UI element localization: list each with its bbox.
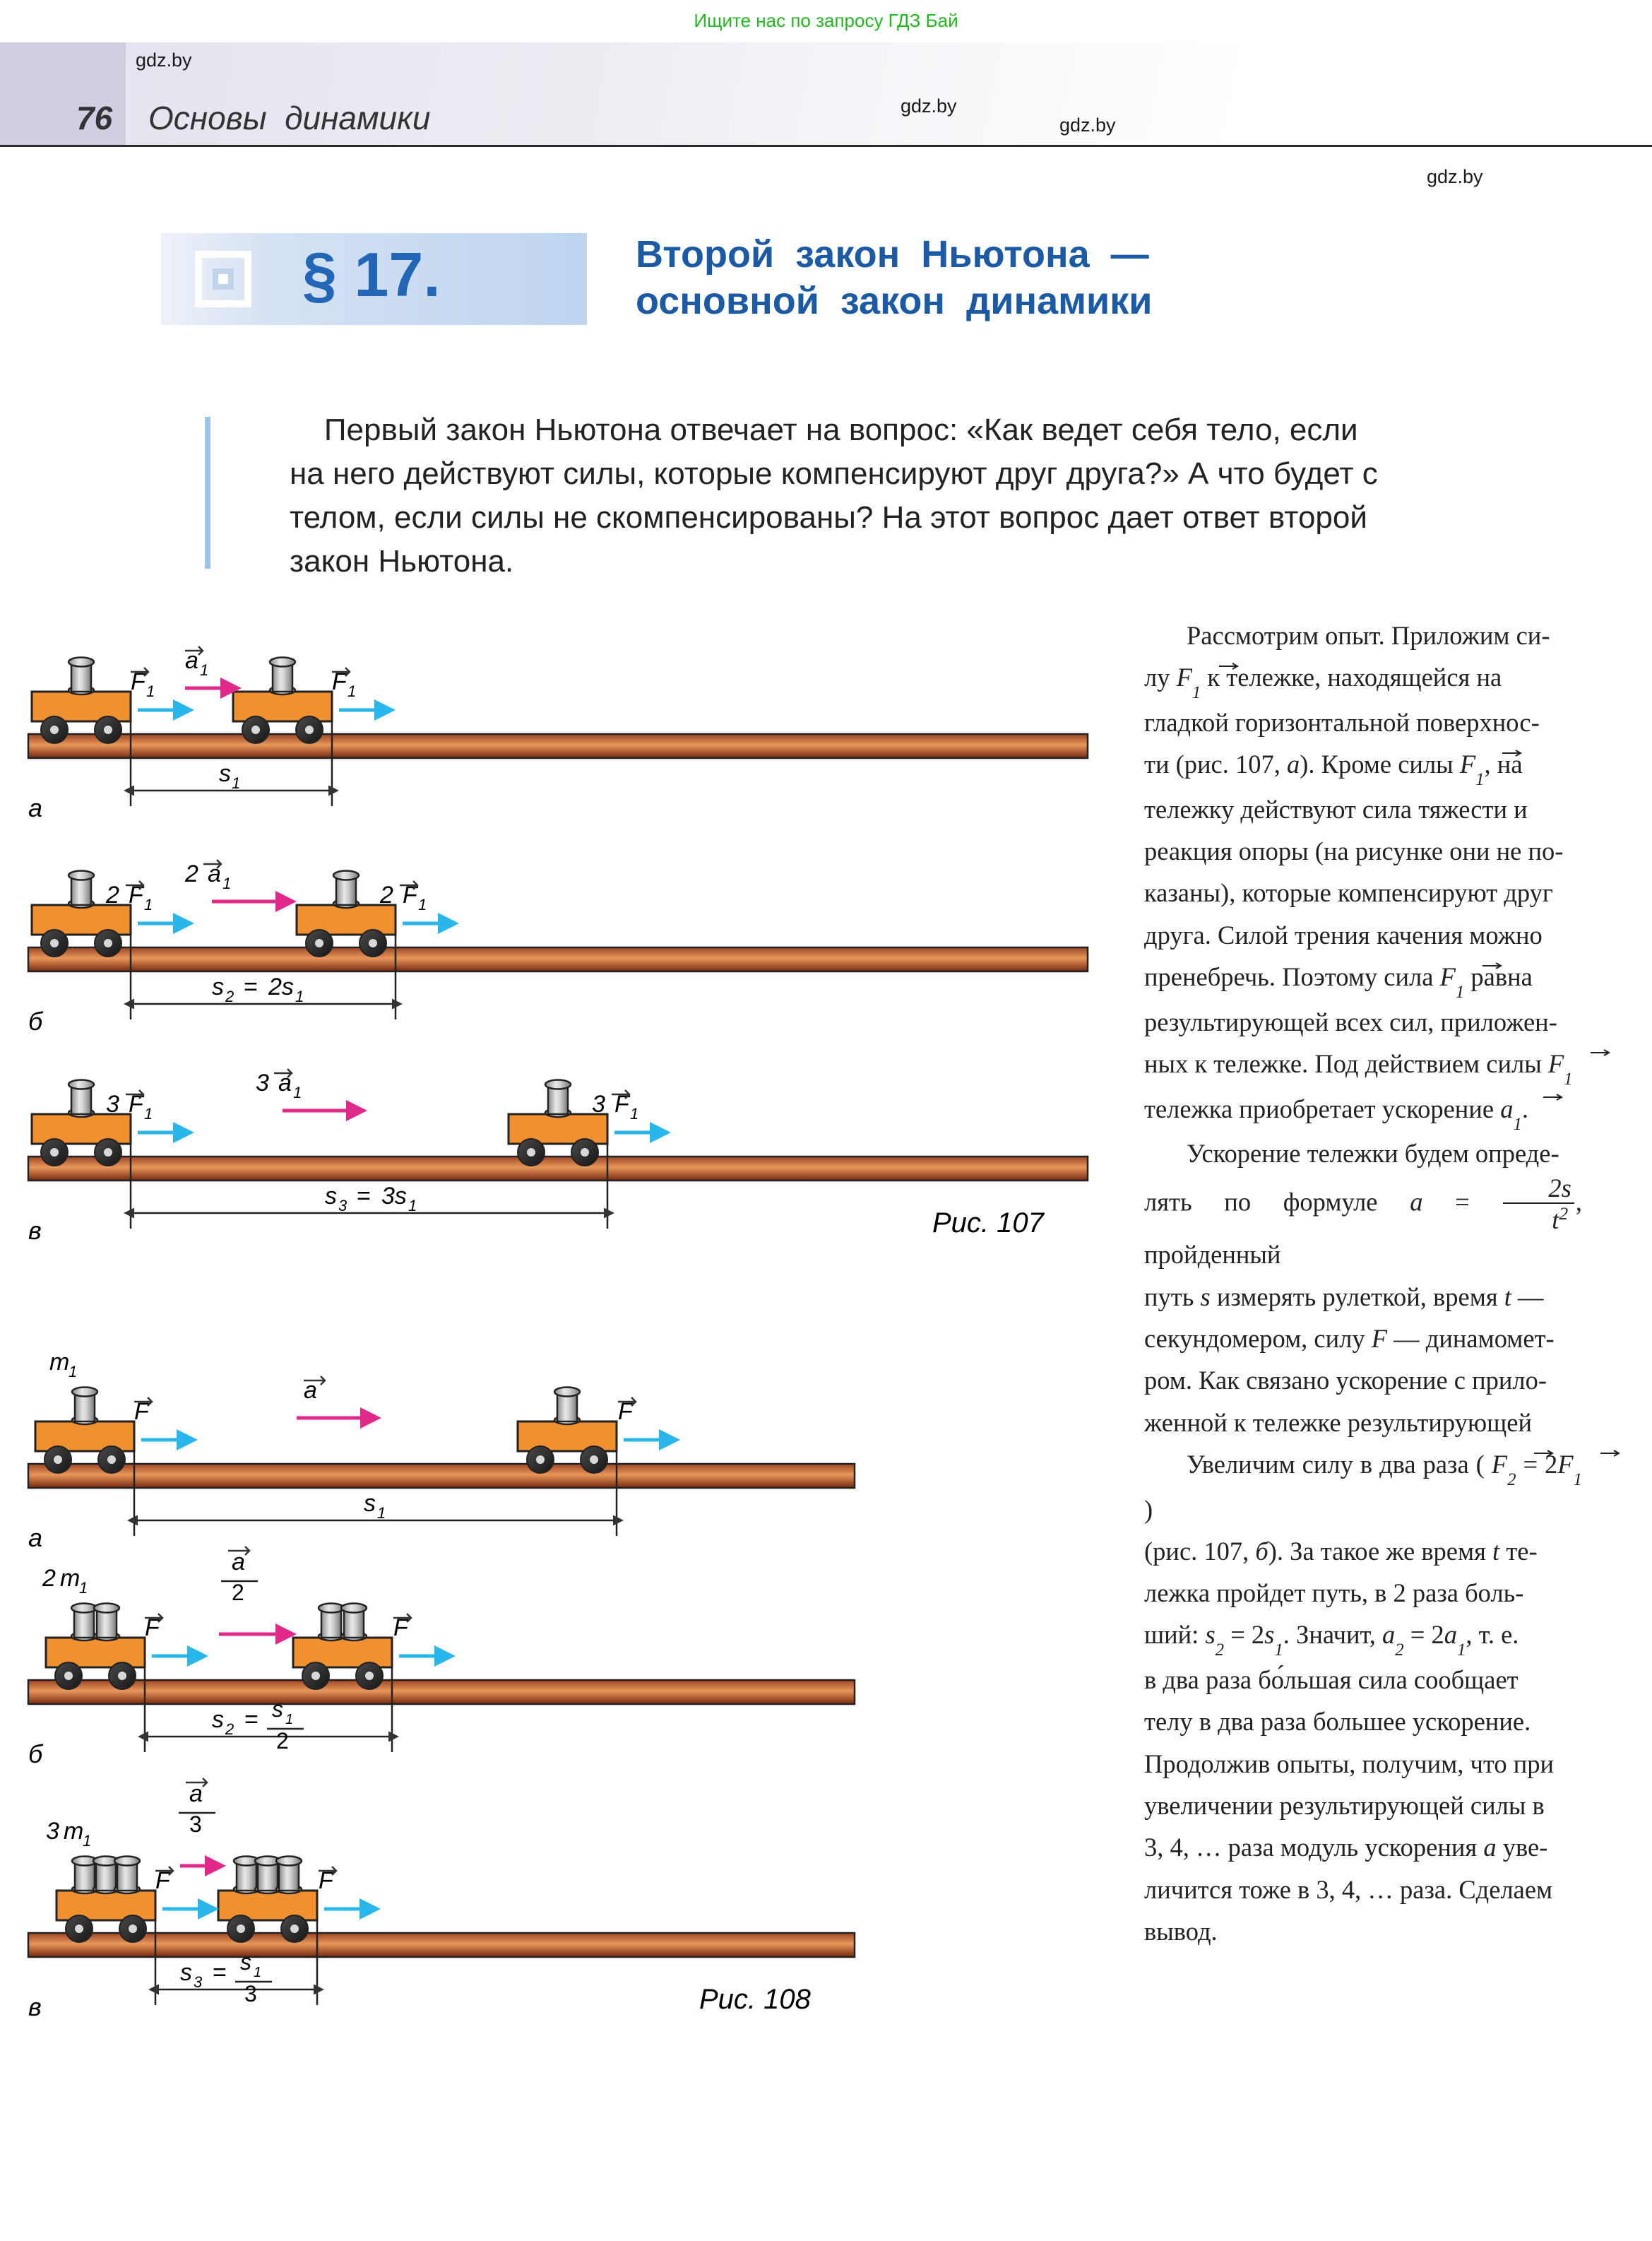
svg-text:2s: 2s xyxy=(268,974,294,1000)
svg-text:=: = xyxy=(244,974,258,1000)
svg-text:2: 2 xyxy=(42,1565,56,1592)
svg-text:3: 3 xyxy=(592,1091,605,1118)
svg-text:s: s xyxy=(272,1696,283,1722)
svg-text:в: в xyxy=(28,1992,42,2021)
svg-text:2: 2 xyxy=(184,861,198,887)
svg-text:3: 3 xyxy=(106,1091,119,1118)
svg-text:s: s xyxy=(219,760,231,787)
svg-text:1: 1 xyxy=(285,1712,293,1727)
svg-text:2: 2 xyxy=(105,882,119,909)
svg-text:1: 1 xyxy=(293,1084,302,1101)
svg-text:3: 3 xyxy=(244,1981,257,2006)
svg-text:1: 1 xyxy=(232,774,240,792)
svg-text:a: a xyxy=(28,793,42,822)
svg-text:б: б xyxy=(28,1007,44,1036)
svg-text:s: s xyxy=(212,1706,224,1733)
svg-text:1: 1 xyxy=(144,1105,153,1123)
svg-text:a: a xyxy=(232,1549,245,1575)
svg-text:m: m xyxy=(60,1565,80,1592)
svg-text:1: 1 xyxy=(408,1197,417,1214)
svg-text:1: 1 xyxy=(377,1504,386,1522)
svg-text:1: 1 xyxy=(83,1832,91,1850)
svg-text:1: 1 xyxy=(254,1965,261,1980)
svg-text:1: 1 xyxy=(347,682,356,700)
svg-text:3: 3 xyxy=(256,1070,269,1096)
svg-text:1: 1 xyxy=(146,682,155,700)
svg-text:1: 1 xyxy=(222,875,231,892)
svg-text:s: s xyxy=(212,974,224,1000)
svg-text:2: 2 xyxy=(379,882,393,909)
svg-text:=: = xyxy=(213,1959,227,1986)
svg-text:1: 1 xyxy=(144,896,153,913)
svg-text:в: в xyxy=(28,1216,42,1245)
svg-text:3s: 3s xyxy=(381,1183,407,1210)
svg-text:m: m xyxy=(49,1349,69,1376)
svg-text:a: a xyxy=(189,1780,203,1807)
svg-text:2: 2 xyxy=(225,1720,234,1738)
svg-text:=: = xyxy=(244,1706,259,1733)
svg-text:=: = xyxy=(357,1183,371,1210)
svg-text:s: s xyxy=(364,1490,376,1517)
svg-text:Рис. 108: Рис. 108 xyxy=(699,1984,812,2015)
svg-text:Рис. 107: Рис. 107 xyxy=(932,1207,1045,1238)
svg-text:1: 1 xyxy=(630,1105,638,1123)
svg-text:s: s xyxy=(180,1959,192,1986)
svg-text:1: 1 xyxy=(295,988,304,1005)
svg-text:2: 2 xyxy=(232,1580,244,1605)
svg-text:б: б xyxy=(28,1739,44,1768)
svg-text:3: 3 xyxy=(46,1818,59,1845)
svg-text:1: 1 xyxy=(79,1579,88,1597)
svg-text:1: 1 xyxy=(418,896,427,913)
svg-text:3: 3 xyxy=(189,1811,202,1837)
svg-text:2: 2 xyxy=(276,1728,289,1754)
svg-text:s: s xyxy=(325,1183,337,1210)
svg-text:a: a xyxy=(28,1523,42,1552)
svg-text:m: m xyxy=(64,1818,83,1845)
svg-text:3: 3 xyxy=(338,1197,347,1214)
svg-text:1: 1 xyxy=(69,1363,77,1380)
svg-text:3: 3 xyxy=(194,1973,203,1991)
svg-text:1: 1 xyxy=(200,661,208,679)
svg-text:s: s xyxy=(240,1949,251,1975)
svg-text:2: 2 xyxy=(225,988,234,1005)
